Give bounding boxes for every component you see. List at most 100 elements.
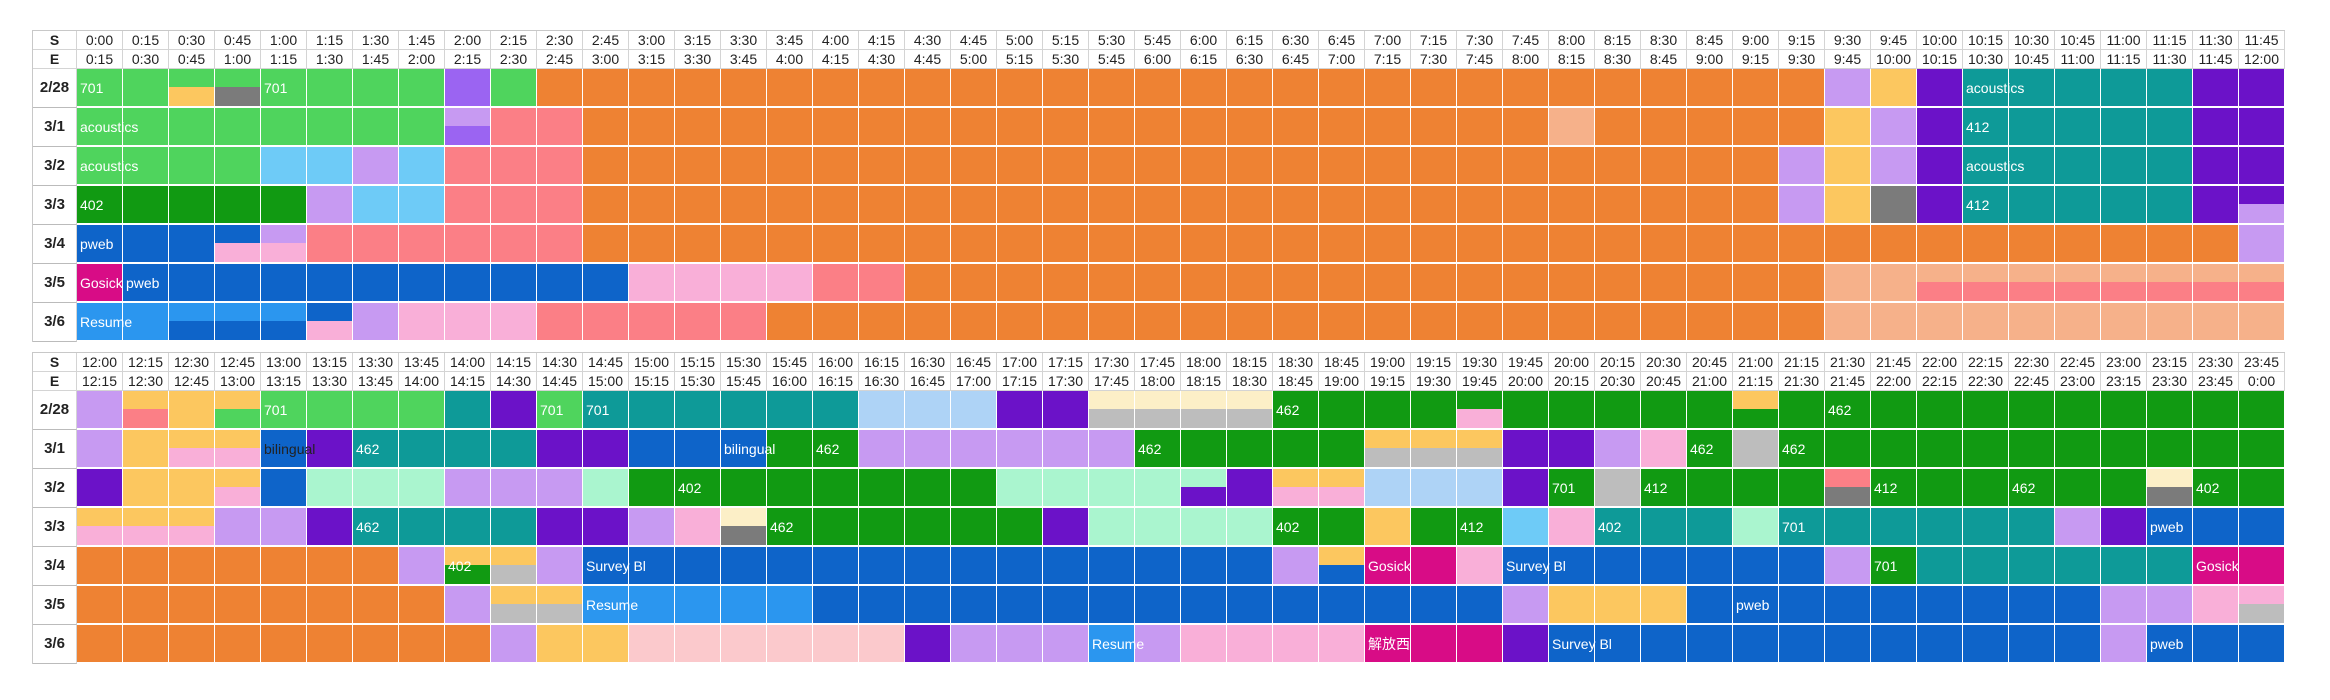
schedule-cell[interactable] (1917, 586, 1963, 624)
schedule-cell[interactable] (1641, 508, 1687, 546)
schedule-cell[interactable] (1733, 264, 1779, 302)
schedule-cell[interactable] (1457, 186, 1503, 224)
schedule-cell[interactable] (537, 69, 583, 107)
schedule-cell[interactable] (1503, 391, 1549, 429)
schedule-cell[interactable]: Resume (1089, 625, 1144, 663)
schedule-cell[interactable] (2101, 108, 2147, 146)
schedule-cell[interactable] (1273, 147, 1319, 185)
schedule-cell[interactable] (1733, 303, 1779, 341)
schedule-cell[interactable] (123, 430, 169, 468)
schedule-cell[interactable] (1595, 469, 1641, 507)
schedule-cell[interactable] (813, 586, 859, 624)
schedule-cell[interactable] (1181, 391, 1227, 429)
schedule-cell[interactable] (215, 430, 261, 468)
schedule-cell[interactable] (813, 264, 859, 302)
schedule-cell[interactable] (2147, 186, 2193, 224)
schedule-cell[interactable] (1457, 586, 1503, 624)
schedule-cell[interactable] (1135, 508, 1181, 546)
schedule-cell[interactable] (2193, 69, 2239, 107)
schedule-cell[interactable] (77, 508, 123, 546)
schedule-cell[interactable] (1733, 147, 1779, 185)
schedule-cell[interactable] (1503, 508, 1549, 546)
schedule-cell[interactable] (1871, 264, 1917, 302)
schedule-cell[interactable] (629, 469, 675, 507)
schedule-cell[interactable] (2009, 225, 2055, 263)
schedule-cell[interactable] (629, 625, 675, 663)
schedule-cell[interactable] (1917, 69, 1963, 107)
schedule-cell[interactable] (537, 586, 583, 624)
schedule-cell[interactable] (767, 303, 813, 341)
schedule-cell[interactable] (629, 586, 675, 624)
schedule-cell[interactable] (1135, 469, 1181, 507)
schedule-cell[interactable] (1043, 391, 1089, 429)
schedule-cell[interactable]: 462 (353, 508, 399, 546)
schedule-cell[interactable]: 402 (1273, 508, 1319, 546)
schedule-cell[interactable] (1733, 469, 1779, 507)
schedule-cell[interactable] (1043, 186, 1089, 224)
schedule-cell[interactable] (1227, 303, 1273, 341)
schedule-cell[interactable] (1181, 186, 1227, 224)
schedule-cell[interactable] (491, 264, 537, 302)
schedule-cell[interactable] (2147, 108, 2193, 146)
schedule-cell[interactable] (1227, 625, 1273, 663)
schedule-cell[interactable] (307, 430, 353, 468)
schedule-cell[interactable] (1227, 186, 1273, 224)
schedule-cell[interactable] (1457, 391, 1503, 429)
schedule-cell[interactable] (353, 225, 399, 263)
schedule-cell[interactable]: 402 (2193, 469, 2239, 507)
schedule-cell[interactable] (1549, 108, 1595, 146)
schedule-cell[interactable] (537, 303, 583, 341)
schedule-cell[interactable] (721, 225, 767, 263)
schedule-cell[interactable] (859, 186, 905, 224)
schedule-cell[interactable] (2239, 586, 2285, 624)
schedule-cell[interactable] (997, 225, 1043, 263)
schedule-cell[interactable] (1411, 469, 1457, 507)
schedule-cell[interactable] (77, 391, 123, 429)
schedule-cell[interactable] (2055, 586, 2101, 624)
schedule-cell[interactable] (1917, 303, 1963, 341)
schedule-cell[interactable] (1043, 469, 1089, 507)
schedule-cell[interactable] (491, 108, 537, 146)
schedule-cell[interactable] (1917, 264, 1963, 302)
schedule-cell[interactable] (399, 186, 445, 224)
schedule-cell[interactable] (1043, 147, 1089, 185)
schedule-cell[interactable] (169, 547, 215, 585)
schedule-cell[interactable] (767, 391, 813, 429)
schedule-cell[interactable] (767, 547, 813, 585)
schedule-cell[interactable] (1549, 147, 1595, 185)
schedule-cell[interactable] (1273, 69, 1319, 107)
schedule-cell[interactable] (491, 469, 537, 507)
schedule-cell[interactable] (1733, 547, 1779, 585)
schedule-cell[interactable] (1457, 264, 1503, 302)
schedule-cell[interactable] (997, 108, 1043, 146)
schedule-cell[interactable] (1641, 547, 1687, 585)
schedule-cell[interactable] (1549, 186, 1595, 224)
schedule-cell[interactable] (583, 108, 629, 146)
schedule-cell[interactable] (77, 547, 123, 585)
schedule-cell[interactable] (1595, 69, 1641, 107)
schedule-cell[interactable] (1319, 147, 1365, 185)
schedule-cell[interactable] (1871, 391, 1917, 429)
schedule-cell[interactable] (1825, 547, 1871, 585)
schedule-cell[interactable] (1411, 586, 1457, 624)
schedule-cell[interactable] (169, 225, 215, 263)
schedule-cell[interactable] (997, 469, 1043, 507)
schedule-cell[interactable] (1733, 69, 1779, 107)
schedule-cell[interactable] (583, 147, 629, 185)
schedule-cell[interactable] (1365, 69, 1411, 107)
schedule-cell[interactable] (767, 264, 813, 302)
schedule-cell[interactable] (997, 625, 1043, 663)
schedule-cell[interactable] (1181, 547, 1227, 585)
schedule-cell[interactable] (1365, 225, 1411, 263)
schedule-cell[interactable] (215, 69, 261, 107)
schedule-cell[interactable] (1779, 108, 1825, 146)
schedule-cell[interactable] (583, 264, 629, 302)
schedule-cell[interactable] (2147, 264, 2193, 302)
schedule-cell[interactable] (1503, 625, 1549, 663)
schedule-cell[interactable] (1595, 586, 1641, 624)
schedule-cell[interactable] (721, 69, 767, 107)
schedule-cell[interactable] (583, 430, 629, 468)
schedule-cell[interactable] (1365, 469, 1411, 507)
schedule-cell[interactable]: Survey Bl (583, 547, 646, 585)
schedule-cell[interactable] (1871, 508, 1917, 546)
